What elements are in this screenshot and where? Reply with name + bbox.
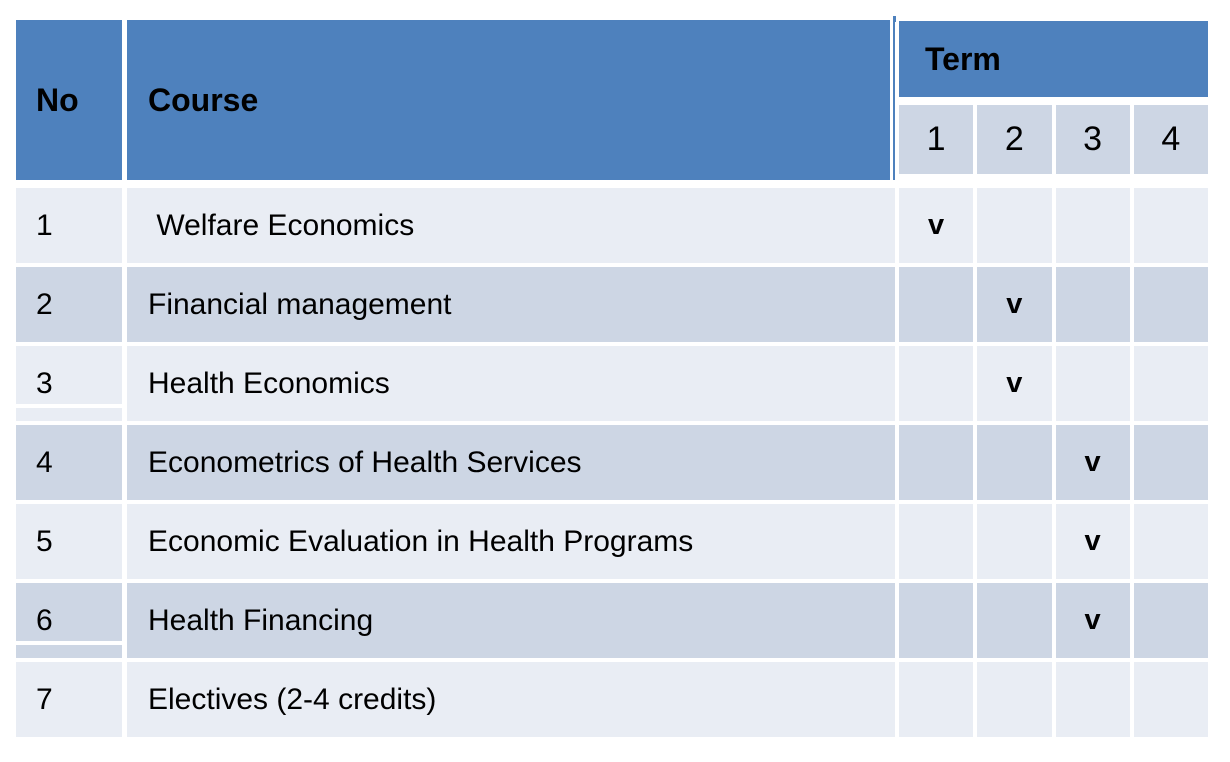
row6-term2-cell <box>977 583 1052 658</box>
header-no-label: No <box>36 81 79 118</box>
term-check: v <box>1006 288 1023 320</box>
row3-term4-cell <box>1133 346 1208 421</box>
row4-term3-cell: v <box>1055 425 1130 500</box>
row1-term1-cell: v <box>899 188 974 263</box>
term-check: v <box>1084 446 1101 478</box>
row6-term3-cell: v <box>1055 583 1130 658</box>
term-marks-grid: v v v v v v <box>899 188 1208 737</box>
row2-term1-cell <box>899 267 974 342</box>
header-cell-no: No <box>16 20 122 180</box>
term-number-3: 3 <box>1055 105 1130 174</box>
row3-term2-cell: v <box>977 346 1052 421</box>
row4-term1-cell <box>899 425 974 500</box>
row1-no-cell: 1 <box>16 188 122 263</box>
row4-no-cell: 4 <box>16 425 122 500</box>
header-cell-term: Term <box>899 21 1208 97</box>
header-course-label: Course <box>148 81 259 118</box>
row4-course-cell: Econometrics of Health Services <box>127 425 895 500</box>
row5-term1-cell <box>899 504 974 579</box>
row6-no-cell: 6 <box>16 583 122 658</box>
term-numbers-row: 1 2 3 4 <box>899 105 1208 174</box>
row1-term4-cell <box>1133 188 1208 263</box>
term-check: v <box>1006 367 1023 399</box>
row7-term4-cell <box>1133 662 1208 737</box>
row1-term2-cell <box>977 188 1052 263</box>
row5-term3-cell: v <box>1055 504 1130 579</box>
row5-term4-cell <box>1133 504 1208 579</box>
row3-no-cell: 3 <box>16 346 122 421</box>
row3-term3-cell <box>1055 346 1130 421</box>
row3-course-cell: Health Economics <box>127 346 895 421</box>
row5-course-cell: Economic Evaluation in Health Programs <box>127 504 895 579</box>
row6-course-cell: Health Financing <box>127 583 895 658</box>
term-number-2: 2 <box>977 105 1052 174</box>
term-check: v <box>1084 604 1101 636</box>
row7-no-cell: 7 <box>16 662 122 737</box>
row2-no-cell: 2 <box>16 267 122 342</box>
row2-term2-cell: v <box>977 267 1052 342</box>
header-cell-course: Course <box>127 20 895 180</box>
row5-no-cell: 5 <box>16 504 122 579</box>
course-table-body: 1 Welfare Economics 2 Financial manageme… <box>16 188 895 737</box>
row2-term4-cell <box>1133 267 1208 342</box>
row7-term1-cell <box>899 662 974 737</box>
row6-term4-cell <box>1133 583 1208 658</box>
term-check: v <box>928 209 945 241</box>
row6-no-split-line <box>16 641 122 645</box>
term-number-1: 1 <box>899 105 974 174</box>
header-seam-line <box>890 20 893 180</box>
row6-term1-cell <box>899 583 974 658</box>
row1-term3-cell <box>1055 188 1130 263</box>
row2-term3-cell <box>1055 267 1130 342</box>
term-number-4: 4 <box>1133 105 1208 174</box>
term-check: v <box>1084 525 1101 557</box>
row1-course-cell: Welfare Economics <box>127 188 895 263</box>
row3-no-split-line <box>16 404 122 408</box>
row2-course-cell: Financial management <box>127 267 895 342</box>
row7-term3-cell <box>1055 662 1130 737</box>
row4-term2-cell <box>977 425 1052 500</box>
header-top-notch <box>893 16 896 22</box>
header-term-label: Term <box>925 40 1001 77</box>
row7-term2-cell <box>977 662 1052 737</box>
row3-term1-cell <box>899 346 974 421</box>
row5-term2-cell <box>977 504 1052 579</box>
row4-term4-cell <box>1133 425 1208 500</box>
row7-course-cell: Electives (2-4 credits) <box>127 662 895 737</box>
